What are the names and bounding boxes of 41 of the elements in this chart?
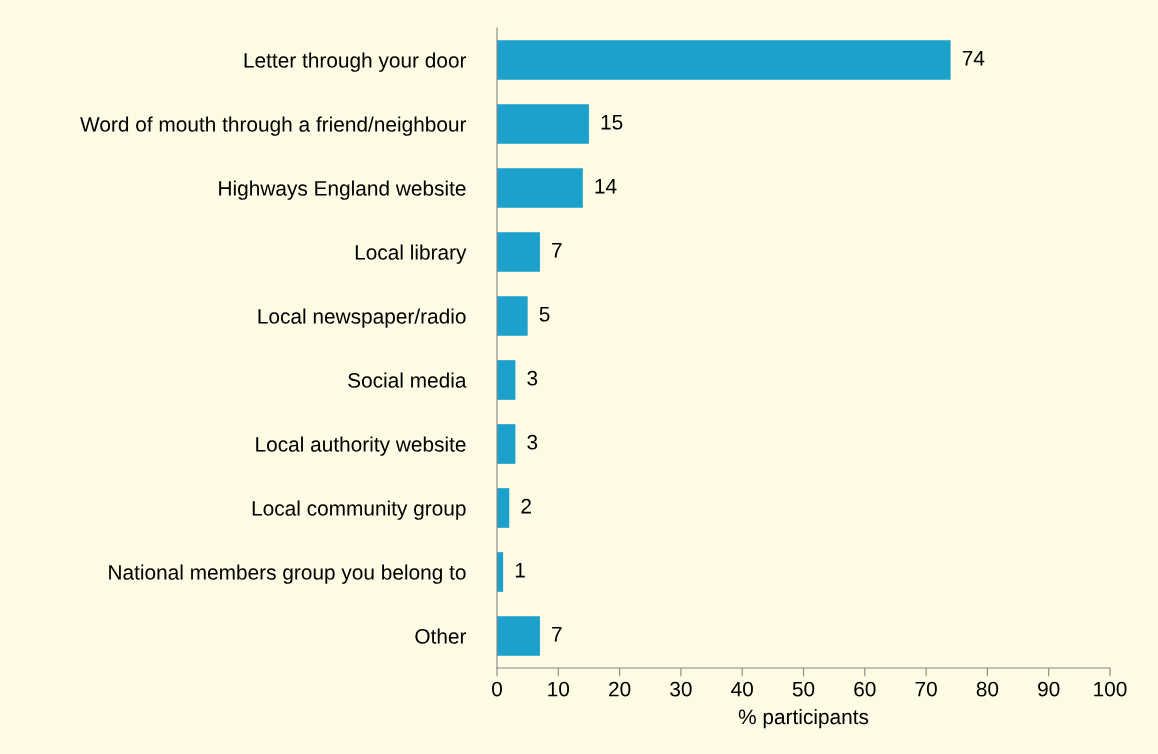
data-label: 3 [527, 370, 538, 386]
bar [497, 616, 540, 656]
bar [497, 424, 516, 464]
x-tick-label: 90 [1038, 681, 1060, 697]
bar [497, 360, 516, 400]
y-tick-label: Local newspaper/radio [258, 308, 466, 328]
y-tick-label: Highways England website [219, 180, 466, 200]
bar [497, 232, 540, 272]
x-tick-label: 0 [492, 681, 502, 697]
data-label: 14 [595, 179, 617, 194]
bar [497, 296, 528, 336]
x-tick-label: 30 [670, 681, 692, 697]
bar [497, 488, 510, 528]
data-label: 3 [527, 434, 538, 450]
data-label: 7 [552, 627, 562, 642]
y-tick-label: Social media [348, 372, 467, 388]
data-label: 7 [552, 243, 562, 258]
x-tick-label: 80 [976, 681, 999, 697]
y-tick-label: National members group you belong to [109, 564, 466, 584]
y-tick-label: Local library [355, 244, 467, 264]
bar [497, 40, 951, 80]
y-tick-label: Word of mouth through a friend/neighbour [80, 116, 467, 136]
data-label: 2 [521, 498, 531, 514]
x-tick-label: 60 [854, 681, 876, 697]
y-tick-label: Letter through your door [244, 52, 467, 72]
data-label: 1 [515, 563, 525, 578]
x-tick-label: 40 [731, 681, 753, 697]
x-axis-title: % participants [738, 708, 869, 729]
x-tick-label: 100 [1094, 681, 1127, 697]
bar [497, 104, 589, 144]
x-tick-label: 20 [609, 681, 631, 697]
bar [497, 168, 583, 208]
x-tick-label: 10 [548, 681, 570, 697]
data-label: 5 [539, 307, 550, 322]
x-tick-label: 50 [792, 681, 815, 697]
x-tick-label: 70 [915, 681, 937, 697]
y-tick-label: Local authority website [256, 436, 466, 456]
data-label: 15 [601, 115, 623, 130]
y-tick-label: Other [415, 628, 467, 644]
data-label: 74 [962, 51, 985, 66]
y-tick-label: Local community group [252, 500, 466, 520]
